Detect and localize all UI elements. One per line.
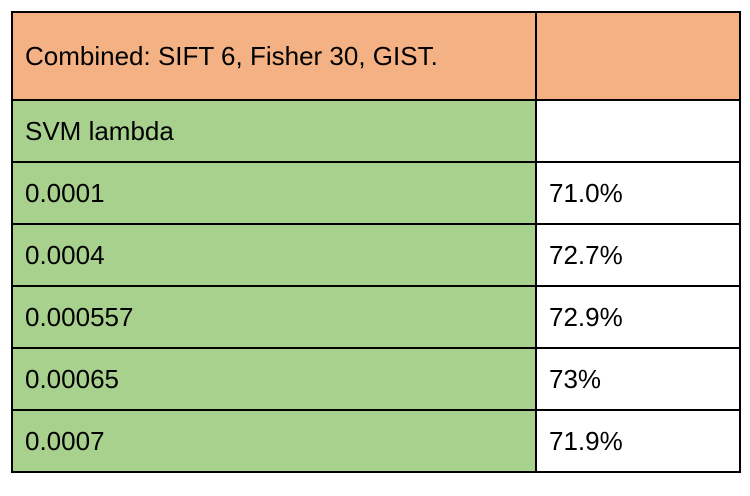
table-header-row: Combined: SIFT 6, Fisher 30, GIST. xyxy=(11,11,741,101)
accuracy-cell: 71.0% xyxy=(535,161,741,225)
lambda-cell: 0.0004 xyxy=(11,223,537,287)
accuracy-cell: 71.9% xyxy=(535,409,741,473)
lambda-cell: 0.00065 xyxy=(11,347,537,411)
accuracy-cell: 72.9% xyxy=(535,285,741,349)
table-row: 0.0004 72.7% xyxy=(11,223,741,287)
table-row: 0.000557 72.9% xyxy=(11,285,741,349)
accuracy-cell: 73% xyxy=(535,347,741,411)
table-row: 0.0001 71.0% xyxy=(11,161,741,225)
accuracy-cell: 72.7% xyxy=(535,223,741,287)
table-header-empty-cell xyxy=(535,11,741,101)
table-subheader-row: SVM lambda xyxy=(11,99,741,163)
table-title-cell: Combined: SIFT 6, Fisher 30, GIST. xyxy=(11,11,537,101)
results-table: Combined: SIFT 6, Fisher 30, GIST. SVM l… xyxy=(11,11,741,473)
table-row: 0.0007 71.9% xyxy=(11,409,741,473)
lambda-cell: 0.0001 xyxy=(11,161,537,225)
column-label-empty-cell xyxy=(535,99,741,163)
lambda-cell: 0.000557 xyxy=(11,285,537,349)
column-label-svm-lambda: SVM lambda xyxy=(11,99,537,163)
lambda-cell: 0.0007 xyxy=(11,409,537,473)
table-row: 0.00065 73% xyxy=(11,347,741,411)
